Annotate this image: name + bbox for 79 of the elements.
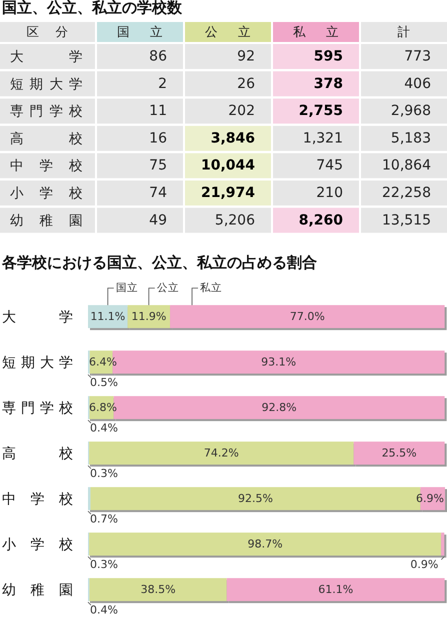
data-label: 77.0% <box>290 310 325 324</box>
data-label: 773 <box>404 48 431 64</box>
y-tick-label: 大学 <box>2 308 73 325</box>
data-label: 0.4% <box>90 604 118 617</box>
data-label: 74 <box>149 185 168 201</box>
data-label: 0.5% <box>90 376 118 390</box>
data-label: 74.2% <box>204 446 239 460</box>
series-label: 私立 <box>200 281 222 294</box>
data-label: 21,974 <box>200 185 256 201</box>
series-label: 国立 <box>116 281 138 294</box>
y-tick-label: 小学校 <box>10 186 83 200</box>
data-label: 0.3% <box>90 558 118 572</box>
data-label: 25.5% <box>382 446 417 460</box>
data-label: 11.1% <box>90 310 126 324</box>
data-label: 2,755 <box>298 103 343 120</box>
data-label: 92.5% <box>238 492 273 506</box>
y-tick-label: 大学 <box>10 49 83 64</box>
bar <box>89 442 354 465</box>
data-label: 2 <box>158 76 167 92</box>
data-label: 3,846 <box>210 130 255 146</box>
data-label: 406 <box>404 76 432 92</box>
y-tick-label: 専門学校 <box>10 104 83 119</box>
data-label: 11.9% <box>131 310 166 324</box>
bar <box>354 442 445 465</box>
data-label: 5,206 <box>214 212 256 228</box>
data-label: 0.7% <box>90 512 118 526</box>
y-axis-title: 区分 <box>26 25 68 39</box>
data-label: 11 <box>149 103 167 120</box>
data-label: 10,864 <box>382 158 432 174</box>
data-label: 86 <box>149 48 168 64</box>
y-tick-label: 高校 <box>2 445 73 462</box>
data-label: 6.8% <box>89 401 117 414</box>
data-label: 6.9% <box>416 492 444 506</box>
data-label: 92 <box>237 48 255 64</box>
y-tick-label: 幼稚園 <box>10 212 83 228</box>
data-label: 745 <box>316 158 343 174</box>
x-tick-label: 計 <box>398 25 410 39</box>
data-label: 6.4% <box>89 356 117 369</box>
data-label: 8,260 <box>298 212 344 228</box>
x-tick-label: 国立 <box>117 24 163 39</box>
data-label: 0.9% <box>410 558 438 572</box>
y-tick-label: 高校 <box>10 130 83 146</box>
data-label: 210 <box>316 185 343 201</box>
bar <box>89 578 227 602</box>
data-label: 5,183 <box>390 130 431 146</box>
data-label: 75 <box>149 158 167 174</box>
data-label: 202 <box>228 103 255 120</box>
bar <box>441 532 444 556</box>
y-tick-label: 短期大学 <box>2 354 73 370</box>
data-label: 0.3% <box>90 467 118 480</box>
bar <box>170 305 445 328</box>
y-tick-label: 中学校 <box>10 158 83 174</box>
x-tick-label: 私立 <box>293 24 339 39</box>
y-tick-label: 幼稚園 <box>2 582 73 598</box>
y-tick-label: 中学校 <box>2 490 73 507</box>
data-label: 1,321 <box>302 130 343 146</box>
data-label: 98.7% <box>248 538 283 551</box>
data-label: 0.4% <box>90 422 118 435</box>
bar <box>89 532 442 556</box>
data-label: 49 <box>149 212 167 228</box>
y-tick-label: 専門学校 <box>2 400 73 416</box>
chart-title: 各学校における国立、公立、私立の占める割合 <box>1 254 317 272</box>
data-label: 26 <box>237 76 256 92</box>
data-label: 595 <box>314 48 343 64</box>
series-label: 公立 <box>156 281 179 294</box>
data-label: 93.1% <box>261 356 296 369</box>
data-label: 2,968 <box>390 103 431 120</box>
bar <box>226 578 445 602</box>
data-label: 22,258 <box>382 185 431 201</box>
data-label: 16 <box>149 130 168 146</box>
data-label: 378 <box>314 76 343 92</box>
data-label: 61.1% <box>318 583 354 596</box>
y-tick-label: 小学校 <box>2 536 73 552</box>
data-label: 13,515 <box>382 212 431 228</box>
data-label: 10,044 <box>200 158 256 174</box>
y-tick-label: 短期大学 <box>10 76 83 92</box>
x-tick-label: 公立 <box>205 24 251 39</box>
data-label: 38.5% <box>140 583 176 596</box>
data-label: 92.8% <box>262 401 297 414</box>
